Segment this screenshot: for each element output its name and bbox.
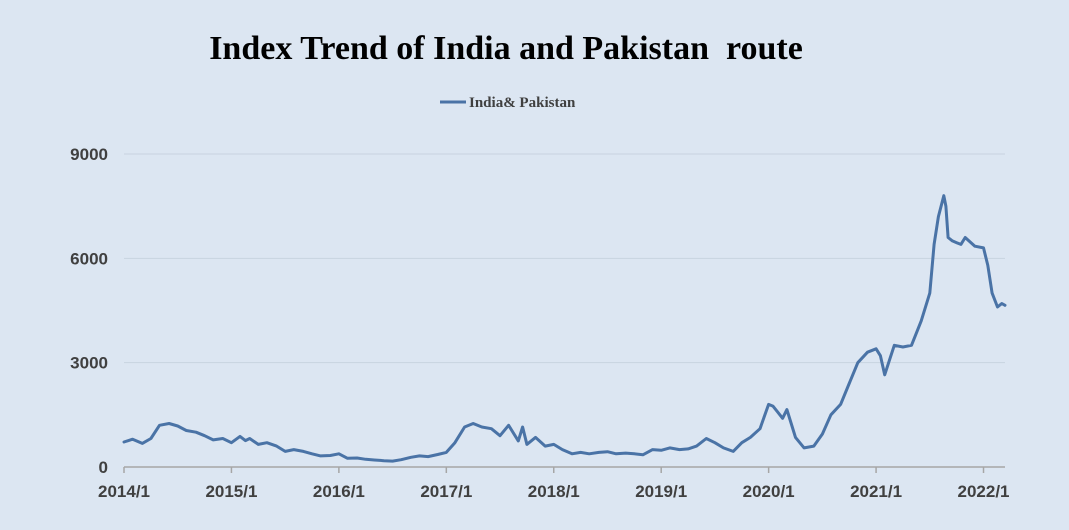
x-tick-label: 2022/1 [958, 482, 1010, 501]
x-tick-label: 2020/1 [743, 482, 795, 501]
y-tick-label: 9000 [70, 145, 108, 164]
x-tick-label: 2017/1 [420, 482, 472, 501]
x-tick-label: 2015/1 [205, 482, 257, 501]
x-tick-label: 2018/1 [528, 482, 580, 501]
chart-title: Index Trend of India and Pakistan route [209, 30, 803, 67]
series-line-india-pakistan [122, 194, 1007, 463]
y-tick-label: 6000 [70, 249, 108, 268]
y-tick-label: 0 [99, 458, 108, 477]
y-tick-label: 3000 [70, 354, 108, 373]
x-tick-label: 2014/1 [98, 482, 150, 501]
x-tick-label: 2019/1 [635, 482, 687, 501]
x-tick-label: 2021/1 [850, 482, 902, 501]
x-tick-label: 2016/1 [313, 482, 365, 501]
legend-label: India& Pakistan [469, 95, 576, 111]
